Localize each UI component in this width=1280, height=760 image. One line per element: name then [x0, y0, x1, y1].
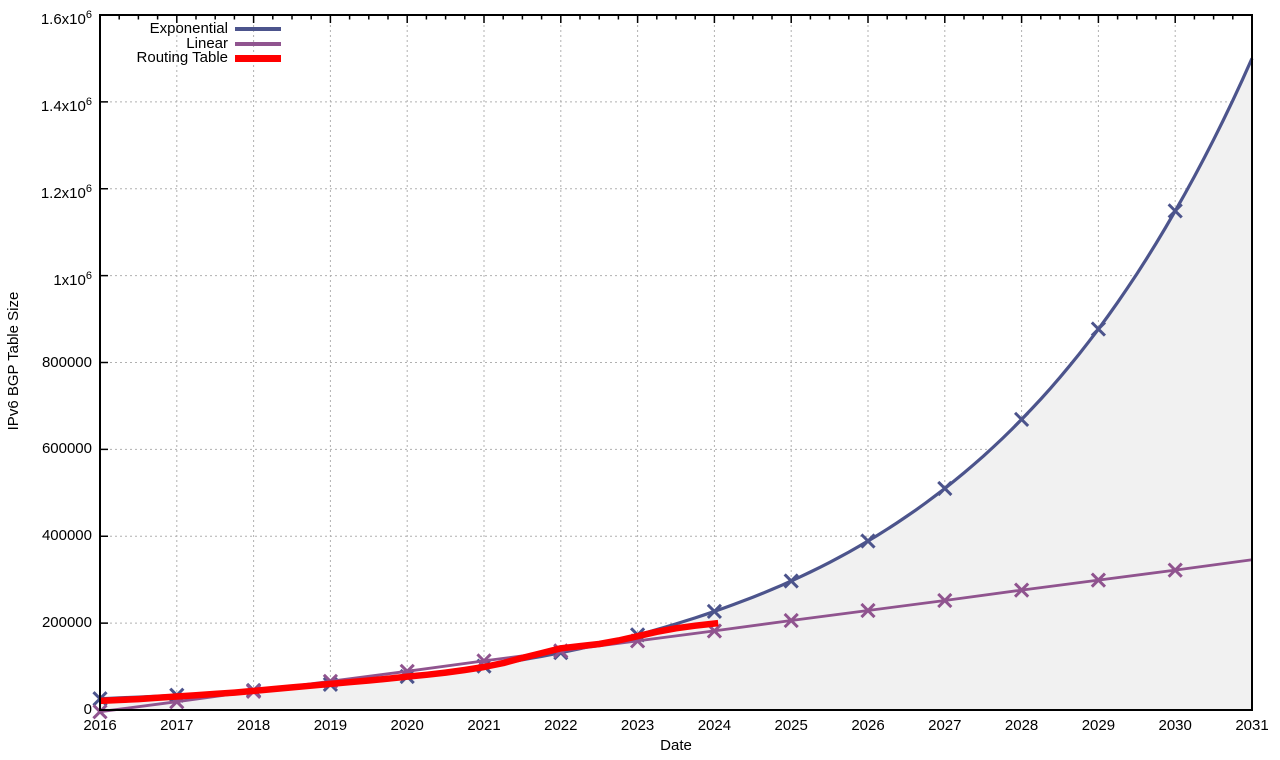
linear-marker	[1167, 562, 1183, 578]
x-tick-label: 2025	[774, 717, 808, 734]
exponential-marker	[1013, 411, 1030, 428]
x-tick-label: 2024	[697, 717, 732, 734]
legend-label-exponential: Exponential	[149, 20, 228, 37]
y-tick-label: 1.4x106	[40, 95, 92, 115]
x-tick-label: 2026	[851, 717, 885, 734]
y-tick-label: 400000	[41, 527, 92, 545]
linear-marker	[783, 612, 799, 629]
x-tick-label: 2031	[1235, 717, 1269, 734]
y-tick-label: 0	[83, 701, 92, 718]
exponential-marker	[783, 573, 799, 589]
legend-row-linear: Linear	[98, 34, 281, 52]
x-axis-label: Date	[660, 737, 692, 754]
x-tick-label: 2017	[160, 717, 194, 734]
y-tick-label: 600000	[41, 440, 92, 458]
legend-label-routing-table: Routing Table	[136, 49, 228, 66]
x-tick-label: 2029	[1081, 717, 1116, 734]
legend-row-routing-table: Routing Table	[98, 49, 281, 66]
x-tick-label: 2022	[544, 717, 578, 734]
linear-marker	[92, 704, 108, 720]
exponential-marker	[1167, 203, 1183, 219]
linear-marker	[706, 623, 723, 639]
y-tick-label: 1x106	[53, 269, 92, 289]
y-tick-label: 800000	[41, 353, 92, 371]
linear-marker	[1090, 572, 1107, 588]
legend-label-linear: Linear	[186, 34, 228, 52]
x-tick-label: 2023	[620, 717, 655, 734]
x-tick-label: 2019	[313, 717, 348, 734]
exponential-marker	[860, 533, 876, 549]
linear-marker	[937, 592, 953, 609]
legend-row-exponential: Exponential	[98, 20, 281, 37]
linear-marker	[1013, 582, 1030, 598]
legend-line-sample-routing-table	[235, 54, 281, 62]
routing-table-line	[99, 619, 719, 705]
exponential-fill-area	[100, 58, 1252, 710]
y-tick-label: 1.6x106	[40, 9, 92, 28]
x-tick-label: 2028	[1004, 717, 1039, 734]
legend-line-sample-linear	[235, 41, 281, 46]
exponential-marker	[937, 480, 953, 497]
legend: Exponential Linear Routing Table	[98, 20, 281, 66]
x-tick-label: 2030	[1158, 717, 1192, 734]
x-tick-label: 2020	[390, 717, 424, 734]
plot-border	[99, 14, 1253, 711]
x-tick-label: 2016	[83, 717, 117, 734]
legend-line-sample-exponential	[235, 27, 281, 32]
exponential-marker	[706, 603, 723, 620]
y-tick-label: 200000	[41, 614, 92, 632]
x-tick-label: 2027	[928, 717, 962, 734]
x-tick-label: 2021	[467, 717, 501, 734]
y-tick-label: 1.2x106	[40, 182, 92, 202]
linear-marker	[860, 602, 876, 619]
x-tick-label: 2018	[236, 717, 271, 734]
exponential-marker	[1090, 321, 1107, 337]
